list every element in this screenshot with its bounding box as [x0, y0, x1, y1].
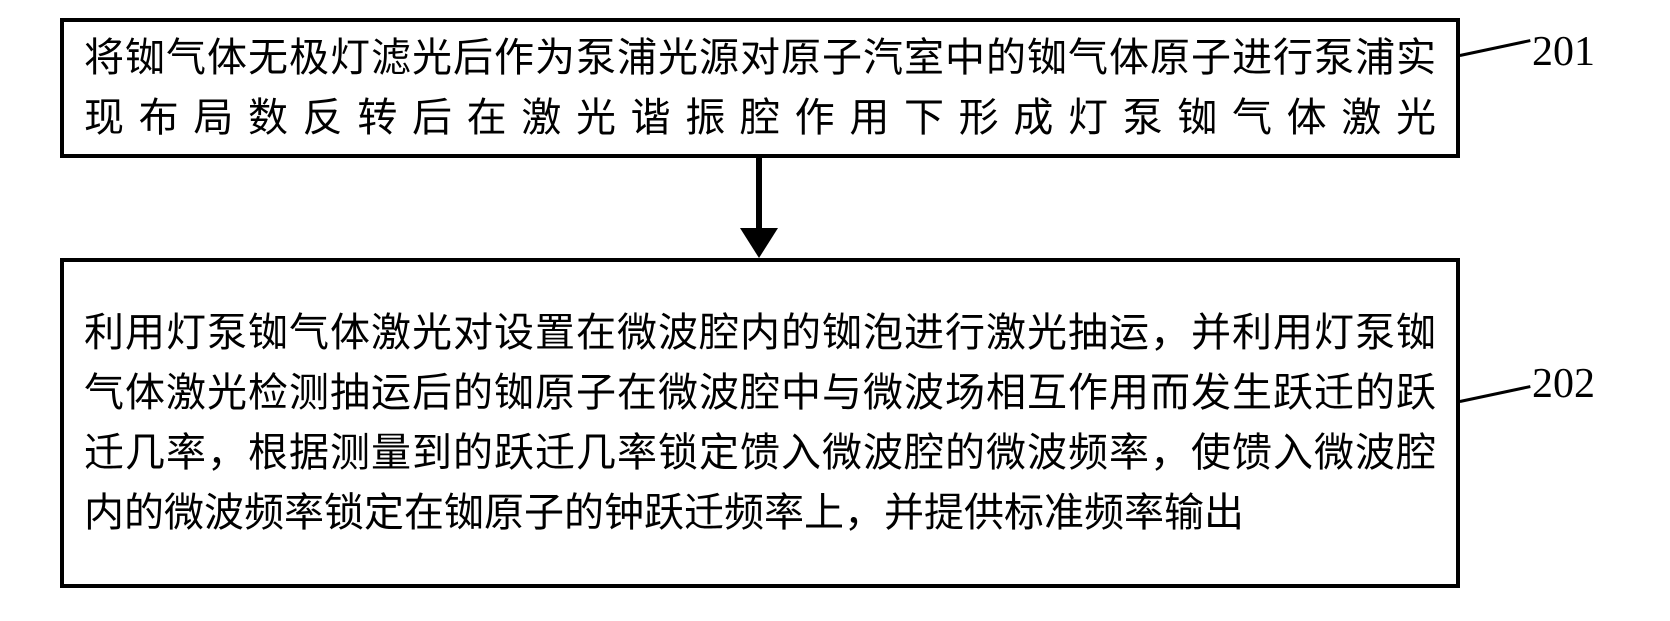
step-1-text: 将铷气体无极灯滤光后作为泵浦光源对原子汽室中的铷气体原子进行泵浦实现布局数反转后…: [84, 28, 1436, 148]
step-1-label: 201: [1532, 28, 1595, 76]
flowchart-step-2: 利用灯泵铷气体激光对设置在微波腔内的铷泡进行激光抽运，并利用灯泵铷气体激光检测抽…: [60, 258, 1460, 588]
label-connector-2: [1460, 385, 1531, 404]
arrow-head-icon: [740, 228, 778, 258]
step-2-label: 202: [1532, 360, 1595, 408]
arrow-line: [756, 158, 762, 236]
label-connector-1: [1460, 39, 1531, 58]
flow-arrow: [740, 158, 780, 258]
step-2-text: 利用灯泵铷气体激光对设置在微波腔内的铷泡进行激光抽运，并利用灯泵铷气体激光检测抽…: [84, 303, 1436, 543]
flowchart-step-1: 将铷气体无极灯滤光后作为泵浦光源对原子汽室中的铷气体原子进行泵浦实现布局数反转后…: [60, 18, 1460, 158]
